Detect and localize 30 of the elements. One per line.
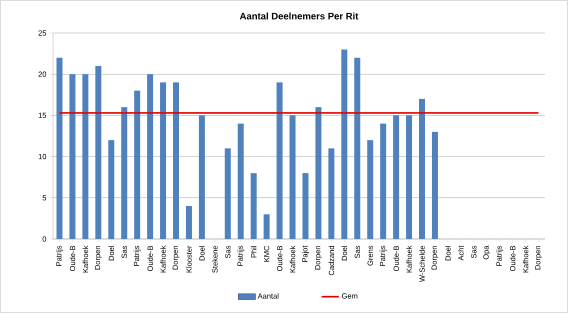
bar: [69, 74, 76, 239]
bar: [341, 49, 348, 239]
bar: [354, 58, 360, 239]
bar: [328, 148, 334, 239]
bar: [367, 140, 374, 239]
bar: [198, 115, 205, 239]
bar: [250, 173, 257, 239]
chart-title: Aantal Deelnemers Per Rit: [240, 12, 358, 20]
bar: [315, 107, 322, 239]
bar: [121, 107, 128, 239]
bar: [406, 115, 412, 239]
bar: [186, 206, 192, 239]
bar: [290, 115, 296, 239]
bar: [432, 132, 438, 239]
bar: [393, 115, 400, 239]
bar: [82, 74, 88, 239]
bar: [302, 173, 308, 239]
bar: [238, 124, 244, 239]
bar: [108, 140, 114, 239]
bar: [276, 82, 283, 239]
bar: [56, 58, 62, 239]
bar: [264, 214, 270, 239]
bar: [173, 82, 180, 239]
bar: [160, 82, 166, 239]
bar: [134, 90, 140, 239]
bar: [95, 66, 102, 239]
bar: [147, 74, 154, 239]
bar: [418, 98, 425, 239]
bar: [380, 124, 386, 239]
bar: [224, 148, 231, 239]
